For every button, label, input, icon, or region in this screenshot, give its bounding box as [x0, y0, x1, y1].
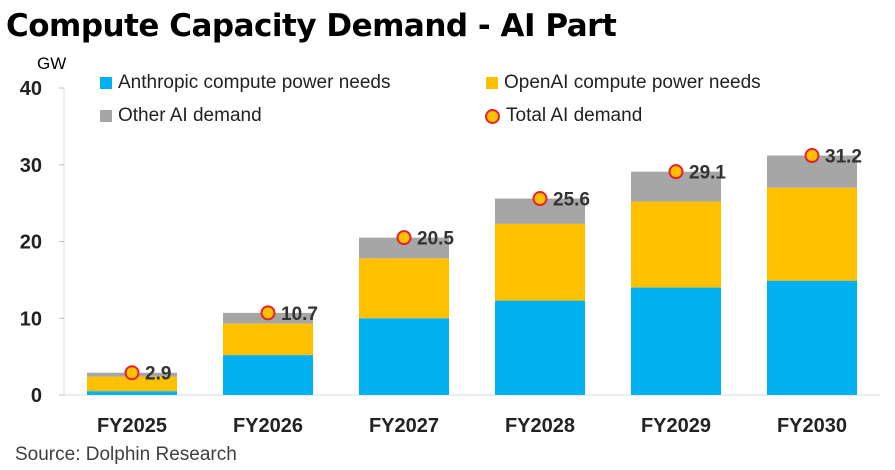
total-marker — [260, 305, 276, 321]
total-data-label: 25.6 — [553, 190, 590, 211]
legend-label-total: Total AI demand — [506, 105, 643, 126]
total-data-label: 29.1 — [689, 163, 726, 184]
x-tick-label: FY2027 — [369, 415, 439, 437]
x-tick-label: FY2030 — [777, 415, 847, 437]
x-tick-label: FY2029 — [641, 415, 711, 437]
legend-item-total: Total AI demand — [485, 105, 642, 127]
total-marker — [668, 164, 684, 180]
x-tick-label: FY2026 — [233, 415, 303, 437]
bar-segment-anthropic — [359, 318, 449, 395]
total-data-label: 31.2 — [825, 147, 862, 168]
y-tick-label: 10 — [20, 308, 42, 330]
bar-segment-openai — [631, 201, 721, 288]
chart-title: Compute Capacity Demand - AI Part — [6, 8, 617, 44]
bar-segment-anthropic — [767, 280, 857, 395]
total-data-label: 2.9 — [145, 364, 171, 385]
bar-segment-openai — [495, 223, 585, 301]
bar-segment-openai — [87, 376, 177, 392]
y-axis-unit: GW — [37, 54, 67, 73]
bar-segment-anthropic — [87, 391, 177, 395]
y-tick-label: 30 — [20, 155, 42, 177]
y-tick-label: 0 — [31, 385, 42, 407]
bar-segment-anthropic — [495, 300, 585, 395]
source-note: Source: Dolphin Research — [15, 444, 237, 465]
bar-segment-anthropic — [223, 355, 313, 395]
bar-segment-openai — [223, 323, 313, 356]
legend-marker-total — [485, 108, 500, 124]
total-data-label: 10.7 — [281, 304, 318, 325]
total-marker — [532, 191, 548, 207]
bar-segment-openai — [359, 258, 449, 319]
bar-segment-anthropic — [631, 287, 721, 395]
total-data-label: 20.5 — [417, 229, 454, 250]
legend-label-anthropic: Anthropic compute power needs — [118, 72, 391, 93]
total-marker — [804, 148, 820, 164]
x-tick-label: FY2028 — [505, 415, 575, 437]
x-tick-label: FY2025 — [97, 415, 167, 437]
legend-swatch-other — [100, 110, 112, 122]
total-marker — [124, 365, 140, 381]
legend-swatch-openai — [486, 77, 498, 89]
y-tick-label: 40 — [20, 78, 42, 100]
bar-segment-openai — [767, 187, 857, 281]
bar-segment-other — [359, 237, 449, 259]
legend-label-openai: OpenAI compute power needs — [504, 72, 761, 93]
total-marker — [396, 230, 412, 246]
legend-item-other: Other AI demand — [100, 105, 262, 127]
legend-item-anthropic: Anthropic compute power needs — [100, 72, 391, 94]
legend-swatch-anthropic — [100, 77, 112, 89]
legend-label-other: Other AI demand — [118, 105, 262, 126]
y-tick-label: 20 — [20, 232, 42, 254]
legend-item-openai: OpenAI compute power needs — [486, 72, 761, 94]
